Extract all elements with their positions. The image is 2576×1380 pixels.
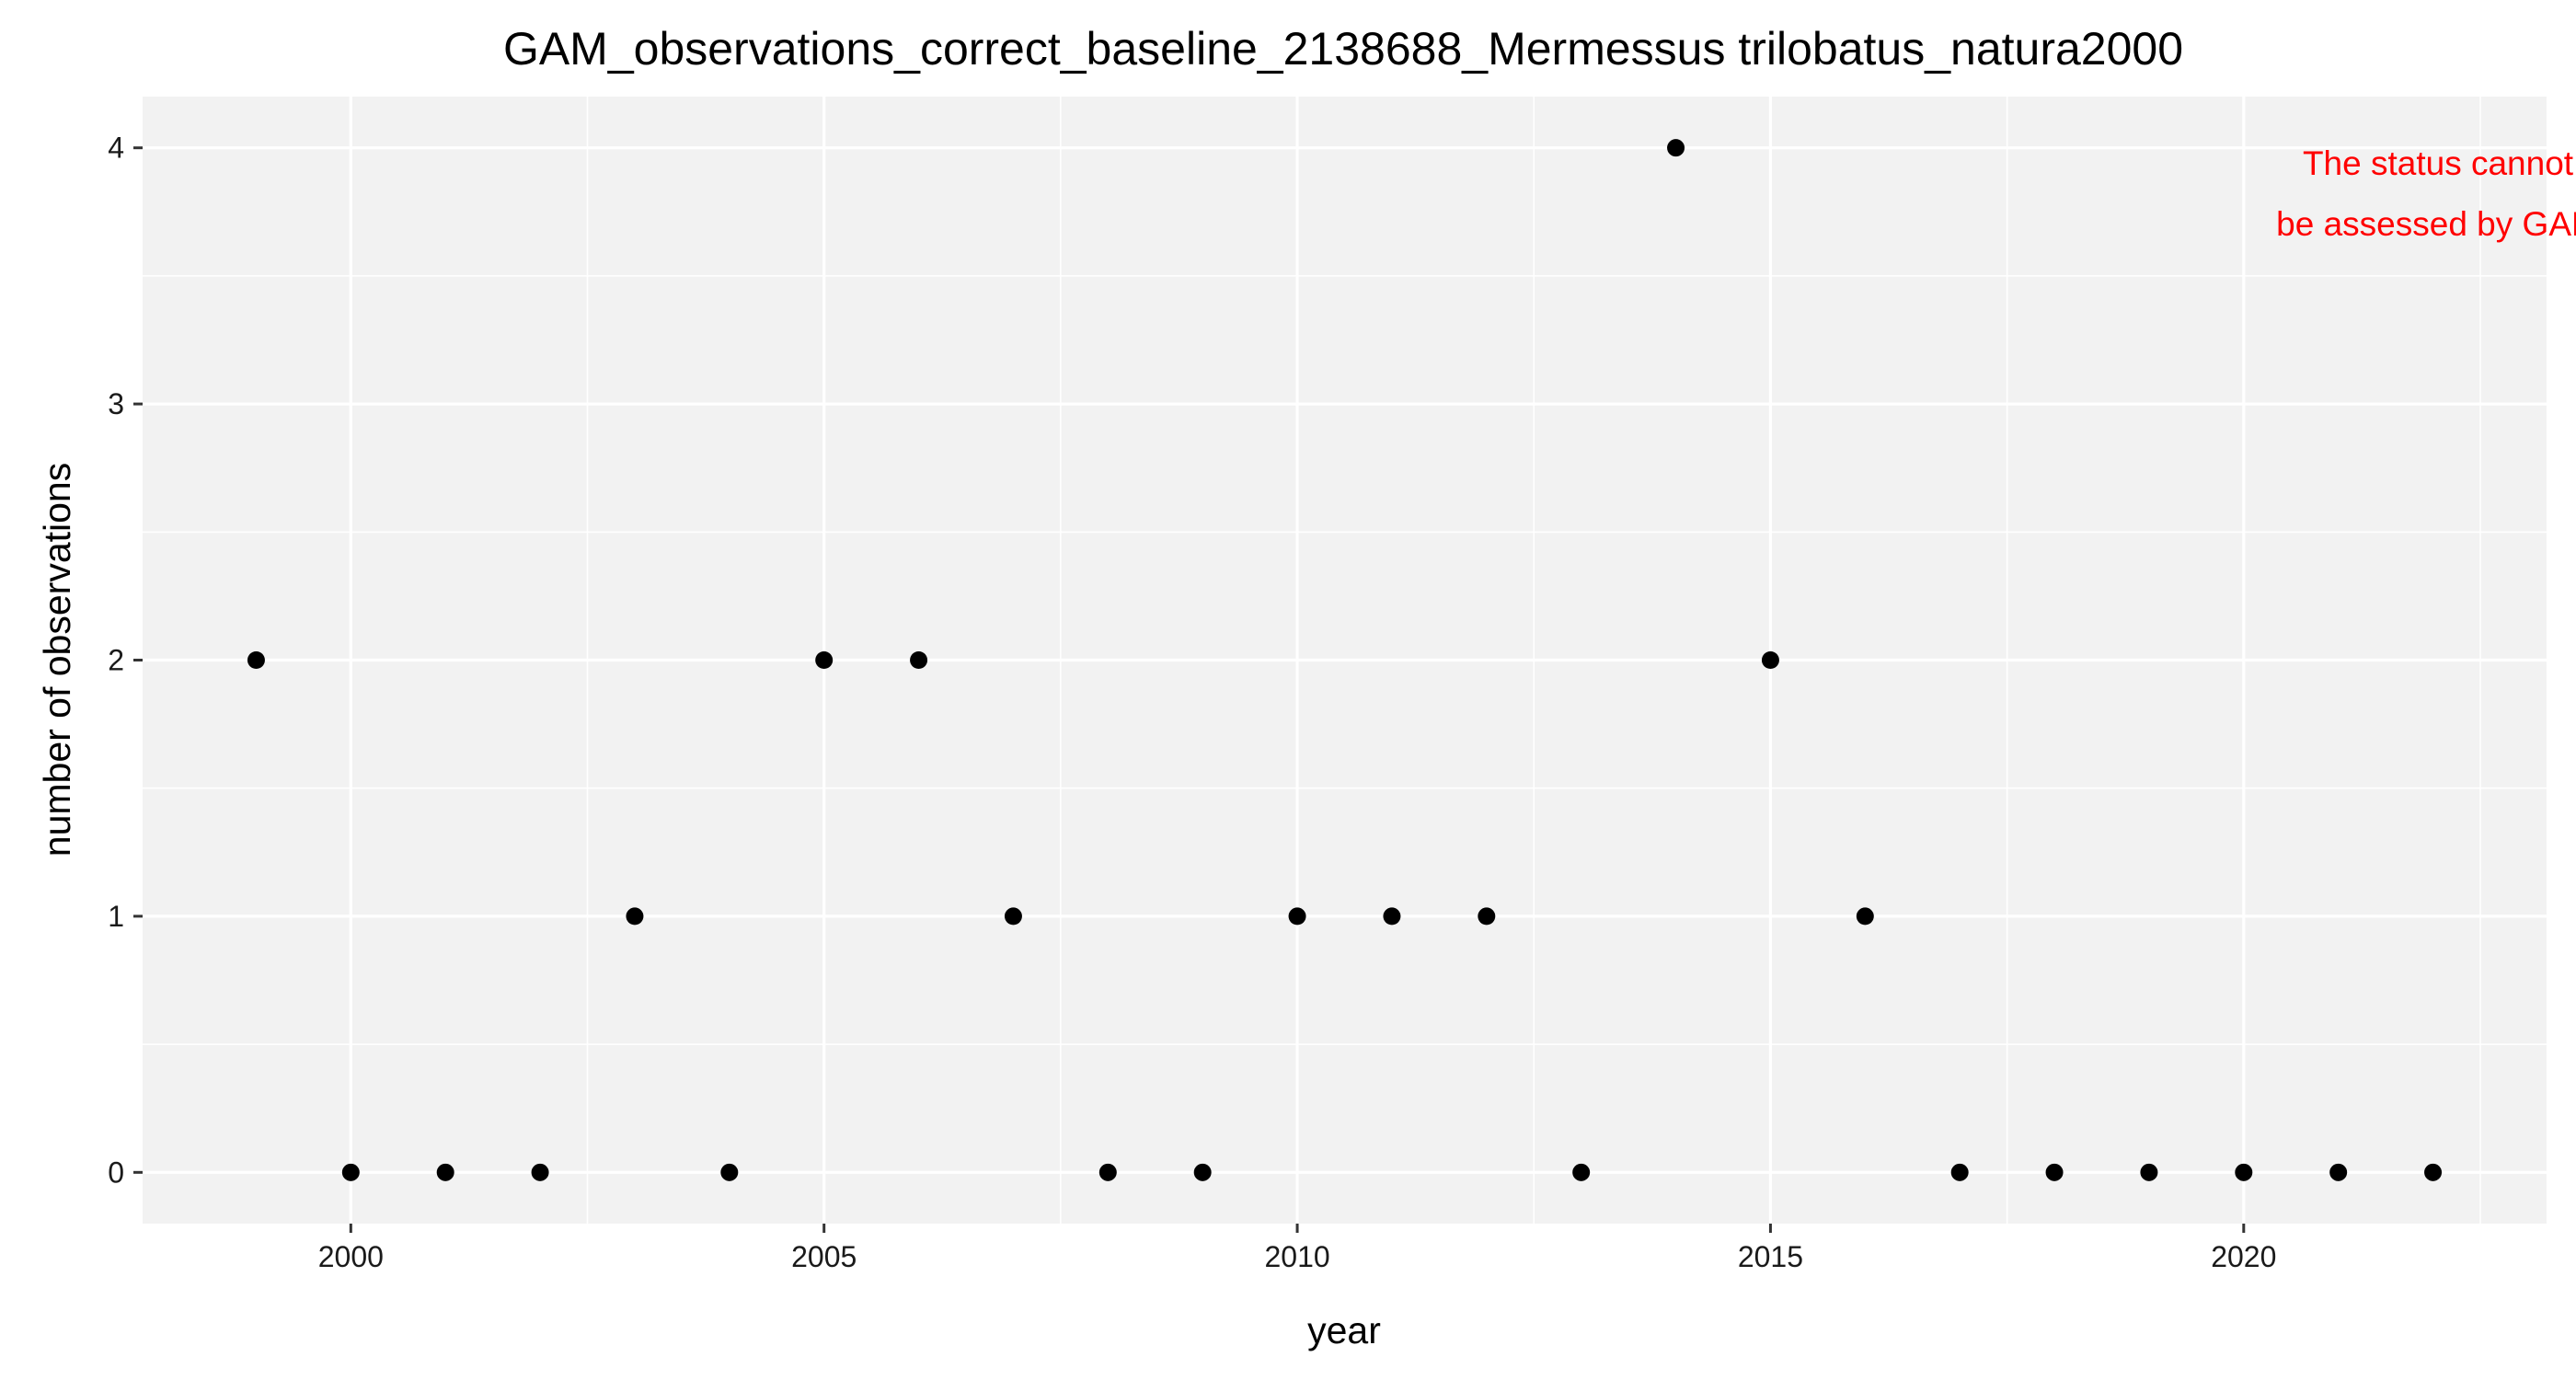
data-point — [815, 651, 834, 669]
data-point — [1098, 1163, 1117, 1181]
y-tick-label: 1 — [108, 900, 124, 933]
data-point — [1761, 651, 1779, 669]
annotation-line-2: be assessed by GAM — [2276, 205, 2576, 243]
data-points — [247, 139, 2443, 1181]
x-tick-label: 2020 — [2211, 1240, 2276, 1273]
x-axis-ticks: 2000 2005 2010 2015 2020 — [318, 1224, 2276, 1273]
y-tick-label: 4 — [108, 132, 124, 165]
y-axis-ticks: 0 1 2 3 4 — [108, 132, 143, 1189]
data-point — [247, 651, 265, 669]
data-point — [2045, 1163, 2064, 1181]
data-point — [2329, 1163, 2348, 1181]
data-point — [531, 1163, 549, 1181]
data-point — [1667, 139, 1685, 157]
data-point — [2235, 1163, 2253, 1181]
x-axis-title: year — [1307, 1309, 1381, 1351]
data-point — [1288, 907, 1306, 926]
x-tick-label: 2000 — [318, 1240, 384, 1273]
data-point — [1856, 907, 1874, 926]
data-point — [1572, 1163, 1591, 1181]
x-tick-label: 2010 — [1264, 1240, 1329, 1273]
data-point — [1004, 907, 1022, 926]
data-point — [910, 651, 928, 669]
annotation-line-1: The status cannot — [2303, 144, 2574, 182]
data-point — [436, 1163, 454, 1181]
data-point — [1193, 1163, 1212, 1181]
data-point — [2424, 1163, 2443, 1181]
y-tick-label: 2 — [108, 644, 124, 677]
data-point — [2140, 1163, 2158, 1181]
data-point — [1478, 907, 1496, 926]
y-axis-title: number of observations — [36, 463, 78, 857]
data-point — [720, 1163, 739, 1181]
x-tick-label: 2015 — [1738, 1240, 1803, 1273]
data-point — [1383, 907, 1401, 926]
data-point — [341, 1163, 360, 1181]
data-point — [1950, 1163, 1969, 1181]
y-tick-label: 0 — [108, 1156, 124, 1189]
chart-title: GAM_observations_correct_baseline_213868… — [503, 23, 2183, 75]
data-point — [626, 907, 644, 926]
x-tick-label: 2005 — [791, 1240, 857, 1273]
y-tick-label: 3 — [108, 387, 124, 420]
